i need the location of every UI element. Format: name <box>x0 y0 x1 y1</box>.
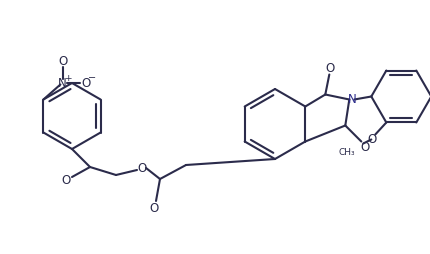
Text: O: O <box>367 132 376 145</box>
Text: N: N <box>347 93 356 106</box>
Text: O: O <box>360 140 369 153</box>
Text: CH₃: CH₃ <box>338 147 354 156</box>
Text: N: N <box>58 77 67 90</box>
Text: O: O <box>137 161 146 174</box>
Text: O: O <box>82 77 91 90</box>
Text: +: + <box>64 74 71 83</box>
Text: O: O <box>58 55 68 68</box>
Text: −: − <box>88 73 96 83</box>
Text: O: O <box>61 174 71 187</box>
Text: O: O <box>325 62 334 75</box>
Text: O: O <box>149 202 158 215</box>
